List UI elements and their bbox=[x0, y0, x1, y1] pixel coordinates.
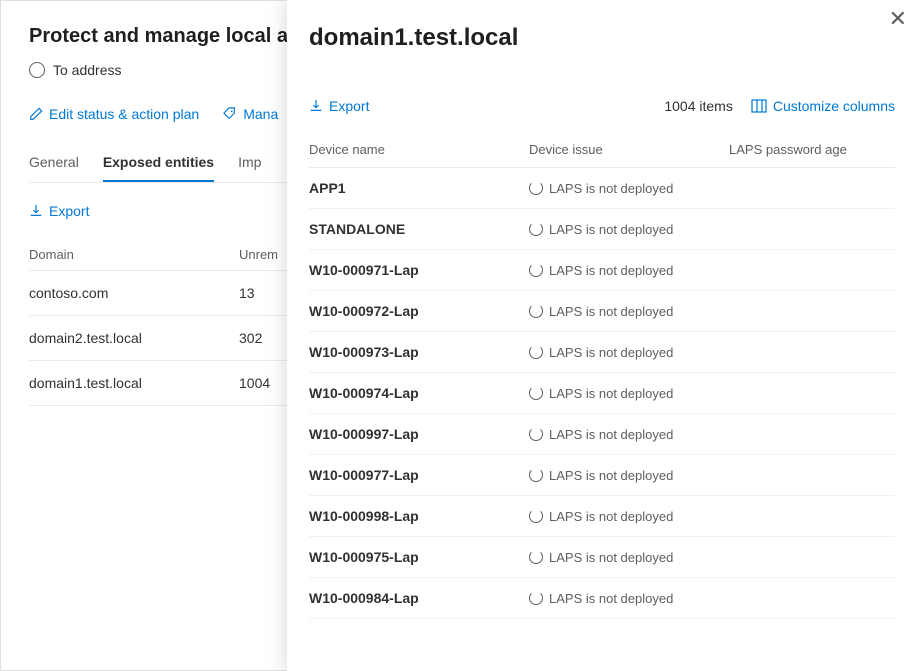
tab-imp[interactable]: Imp bbox=[238, 154, 261, 182]
table-row[interactable]: W10-000997-Lap LAPS is not deployed bbox=[309, 414, 895, 455]
device-name-cell: W10-000998-Lap bbox=[309, 508, 529, 524]
domain-cell: domain1.test.local bbox=[29, 375, 239, 391]
issue-text: LAPS is not deployed bbox=[549, 591, 673, 606]
device-name-cell: W10-000971-Lap bbox=[309, 262, 529, 278]
device-name-cell: STANDALONE bbox=[309, 221, 529, 237]
device-issue-cell: LAPS is not deployed bbox=[529, 345, 729, 360]
refresh-icon bbox=[529, 181, 543, 195]
refresh-icon bbox=[529, 263, 543, 277]
flyout-title: domain1.test.local bbox=[309, 24, 895, 52]
device-name-cell: W10-000975-Lap bbox=[309, 549, 529, 565]
table-row[interactable]: W10-000977-Lap LAPS is not deployed bbox=[309, 455, 895, 496]
device-name-cell: W10-000997-Lap bbox=[309, 426, 529, 442]
table-row[interactable]: W10-000971-Lap LAPS is not deployed bbox=[309, 250, 895, 291]
issue-text: LAPS is not deployed bbox=[549, 304, 673, 319]
table-row[interactable]: W10-000984-Lap LAPS is not deployed bbox=[309, 578, 895, 619]
device-name-cell: W10-000973-Lap bbox=[309, 344, 529, 360]
refresh-icon bbox=[529, 304, 543, 318]
table-row[interactable]: W10-000974-Lap LAPS is not deployed bbox=[309, 373, 895, 414]
device-name-cell: W10-000972-Lap bbox=[309, 303, 529, 319]
status-label: To address bbox=[53, 62, 121, 78]
tag-icon bbox=[223, 107, 237, 121]
refresh-icon bbox=[529, 427, 543, 441]
edit-status-label: Edit status & action plan bbox=[49, 106, 199, 122]
col-domain-header[interactable]: Domain bbox=[29, 247, 239, 262]
table-row[interactable]: STANDALONE LAPS is not deployed bbox=[309, 209, 895, 250]
device-issue-cell: LAPS is not deployed bbox=[529, 181, 729, 196]
issue-text: LAPS is not deployed bbox=[549, 550, 673, 565]
refresh-icon bbox=[529, 386, 543, 400]
refresh-icon bbox=[529, 222, 543, 236]
device-issue-cell: LAPS is not deployed bbox=[529, 468, 729, 483]
device-issue-cell: LAPS is not deployed bbox=[529, 427, 729, 442]
issue-text: LAPS is not deployed bbox=[549, 386, 673, 401]
device-table-body: APP1 LAPS is not deployed STANDALONE LAPS i… bbox=[309, 168, 895, 619]
col-device-header[interactable]: Device name bbox=[309, 142, 529, 157]
export-label-main: Export bbox=[49, 203, 89, 219]
refresh-icon bbox=[529, 345, 543, 359]
download-icon bbox=[29, 204, 43, 218]
edit-status-link[interactable]: Edit status & action plan bbox=[29, 106, 199, 122]
flyout-toolbar: Export 1004 items Customize columns bbox=[309, 98, 895, 114]
col-age-header[interactable]: LAPS password age bbox=[729, 142, 895, 157]
refresh-icon bbox=[529, 509, 543, 523]
tab-general[interactable]: General bbox=[29, 154, 79, 182]
device-issue-cell: LAPS is not deployed bbox=[529, 550, 729, 565]
device-issue-cell: LAPS is not deployed bbox=[529, 304, 729, 319]
tab-exposed-entities[interactable]: Exposed entities bbox=[103, 154, 214, 182]
issue-text: LAPS is not deployed bbox=[549, 509, 673, 524]
manage-link[interactable]: Mana bbox=[223, 106, 278, 122]
device-issue-cell: LAPS is not deployed bbox=[529, 222, 729, 237]
refresh-icon bbox=[529, 468, 543, 482]
device-name-cell: W10-000984-Lap bbox=[309, 590, 529, 606]
export-button-flyout[interactable]: Export bbox=[309, 98, 369, 114]
pencil-icon bbox=[29, 107, 43, 121]
device-issue-cell: LAPS is not deployed bbox=[529, 386, 729, 401]
table-row[interactable]: W10-000973-Lap LAPS is not deployed bbox=[309, 332, 895, 373]
col-issue-header[interactable]: Device issue bbox=[529, 142, 729, 157]
table-row[interactable]: W10-000975-Lap LAPS is not deployed bbox=[309, 537, 895, 578]
close-icon: ✕ bbox=[889, 6, 907, 31]
device-issue-cell: LAPS is not deployed bbox=[529, 591, 729, 606]
toolbar-right: 1004 items Customize columns bbox=[664, 98, 895, 114]
device-issue-cell: LAPS is not deployed bbox=[529, 509, 729, 524]
items-count: 1004 items bbox=[664, 98, 732, 114]
issue-text: LAPS is not deployed bbox=[549, 181, 673, 196]
domain-cell: contoso.com bbox=[29, 285, 239, 301]
close-button[interactable]: ✕ bbox=[889, 8, 907, 30]
issue-text: LAPS is not deployed bbox=[549, 345, 673, 360]
issue-text: LAPS is not deployed bbox=[549, 468, 673, 483]
issue-text: LAPS is not deployed bbox=[549, 263, 673, 278]
table-row[interactable]: W10-000998-Lap LAPS is not deployed bbox=[309, 496, 895, 537]
radio-empty-icon bbox=[29, 62, 45, 78]
flyout-panel: ✕ domain1.test.local Export 1004 items C… bbox=[287, 0, 917, 671]
manage-label: Mana bbox=[243, 106, 278, 122]
domain-cell: domain2.test.local bbox=[29, 330, 239, 346]
device-issue-cell: LAPS is not deployed bbox=[529, 263, 729, 278]
download-icon bbox=[309, 99, 323, 113]
device-name-cell: APP1 bbox=[309, 180, 529, 196]
issue-text: LAPS is not deployed bbox=[549, 427, 673, 442]
refresh-icon bbox=[529, 550, 543, 564]
issue-text: LAPS is not deployed bbox=[549, 222, 673, 237]
customize-columns-button[interactable]: Customize columns bbox=[751, 98, 895, 114]
table-row[interactable]: APP1 LAPS is not deployed bbox=[309, 168, 895, 209]
device-name-cell: W10-000977-Lap bbox=[309, 467, 529, 483]
columns-icon bbox=[751, 99, 767, 113]
table-row[interactable]: W10-000972-Lap LAPS is not deployed bbox=[309, 291, 895, 332]
customize-label: Customize columns bbox=[773, 98, 895, 114]
refresh-icon bbox=[529, 591, 543, 605]
device-table-header: Device name Device issue LAPS password a… bbox=[309, 132, 895, 168]
device-name-cell: W10-000974-Lap bbox=[309, 385, 529, 401]
export-label-flyout: Export bbox=[329, 98, 369, 114]
